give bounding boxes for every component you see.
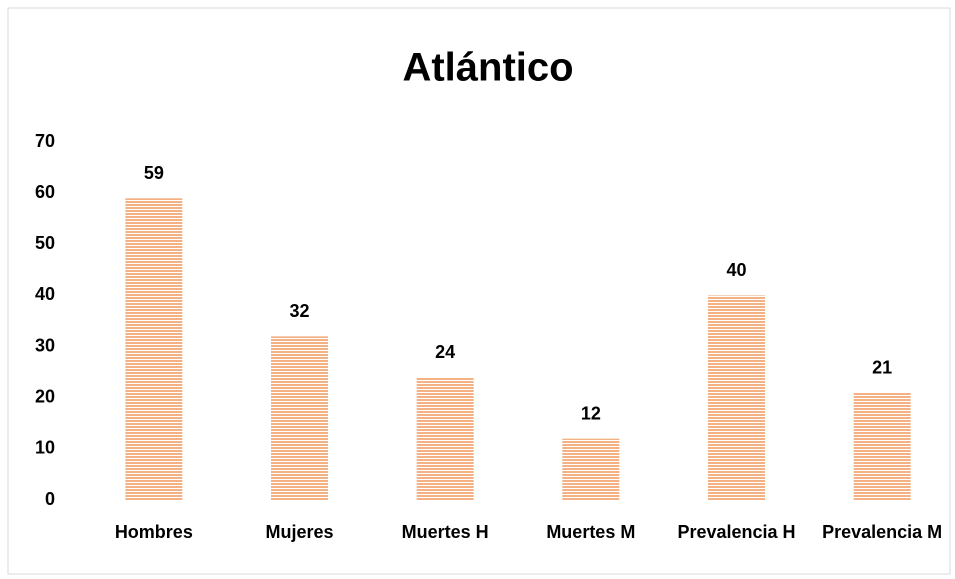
data-label: 12	[581, 403, 601, 423]
bar	[416, 377, 474, 500]
data-label: 40	[726, 260, 746, 280]
x-tick-label: Muertes M	[546, 522, 636, 542]
bar	[853, 392, 911, 500]
y-tick-label: 0	[45, 489, 55, 509]
x-tick-label: Hombres	[114, 522, 193, 542]
x-tick-label: Prevalencia M	[822, 522, 943, 542]
y-tick-label: 70	[35, 131, 55, 151]
chart-title: Atlántico	[402, 46, 573, 90]
bar	[125, 198, 183, 500]
bar	[562, 438, 620, 500]
x-tick-label: Prevalencia H	[677, 522, 796, 542]
y-tick-label: 20	[35, 386, 55, 406]
y-tick-label: 40	[35, 284, 55, 304]
bar	[708, 295, 765, 500]
data-label: 24	[435, 342, 455, 362]
data-label: 21	[872, 357, 892, 377]
y-tick-label: 30	[35, 335, 55, 355]
y-tick-label: 10	[35, 438, 55, 458]
data-label: 32	[289, 301, 309, 321]
x-tick-label: Mujeres	[265, 522, 334, 542]
y-tick-label: 50	[35, 233, 55, 253]
data-label: 59	[144, 163, 164, 183]
bar	[271, 336, 328, 500]
y-tick-label: 60	[35, 182, 55, 202]
x-tick-label: Muertes H	[401, 522, 489, 542]
